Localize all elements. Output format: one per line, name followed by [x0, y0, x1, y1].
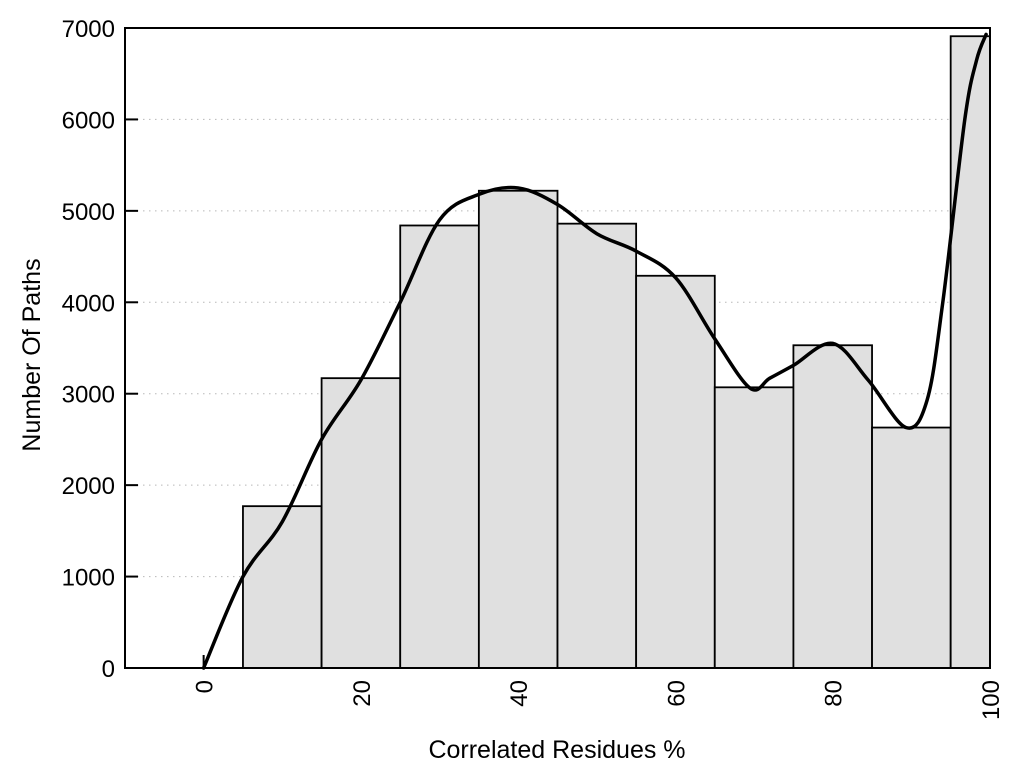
y-tick-label: 4000	[62, 290, 115, 317]
histogram-bar	[242, 505, 323, 669]
histogram-bar	[320, 377, 402, 669]
histogram-bar	[871, 426, 952, 669]
y-tick-label: 1000	[62, 565, 115, 592]
histogram-bar	[792, 344, 873, 669]
y-axis-label: Number Of Paths	[18, 258, 46, 451]
y-tick-label: 3000	[62, 382, 115, 409]
x-tick-label: 0	[192, 680, 219, 693]
histogram-bar	[635, 274, 716, 669]
x-tick-label: 60	[663, 680, 690, 707]
y-tick-label: 7000	[62, 16, 115, 43]
y-tick-label: 5000	[62, 199, 115, 226]
y-tick-label: 6000	[62, 107, 115, 134]
histogram-bar	[556, 222, 638, 669]
histogram-bar	[713, 386, 795, 669]
histogram-bar	[399, 224, 480, 669]
x-tick-label: 40	[506, 680, 533, 707]
histogram-bar	[477, 189, 559, 669]
density-curve	[201, 32, 988, 670]
plot-border	[124, 27, 991, 669]
x-tick-label: 20	[349, 680, 376, 707]
x-axis-label: Correlated Residues %	[428, 736, 685, 764]
y-tick-label: 0	[102, 656, 115, 683]
plot-area: 0 1000 2000 3000 4000 5000 6000 7000 0 20 40 60 80 10…	[62, 16, 1005, 720]
histogram-bar	[949, 35, 991, 669]
x-tick-label: 80	[821, 680, 848, 707]
x-tick-label: 100	[978, 680, 1005, 720]
y-tick-label: 2000	[62, 473, 115, 500]
